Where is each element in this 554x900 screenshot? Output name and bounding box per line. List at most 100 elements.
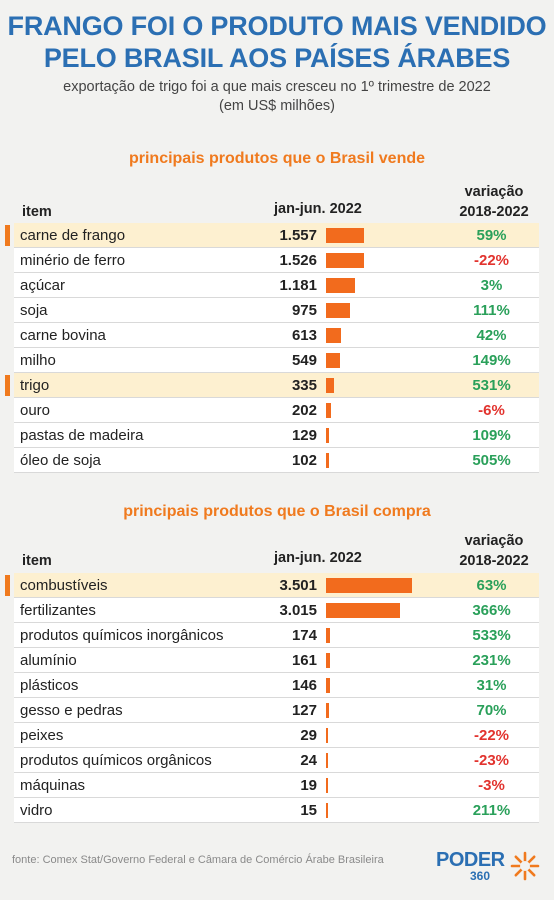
table-row: alumínio 161 231% [14,648,539,673]
row-item-label: máquinas [20,777,86,794]
row-value-label: 613 [291,327,317,344]
row-item-label: soja [20,302,48,319]
table-row: produtos químicos orgânicos 24 -23% [14,748,539,773]
row-variation-label: 31% [476,677,507,694]
table-row: milho 549 149% [14,348,539,373]
column-header-variation-line1: variação [464,533,524,549]
row-value-label: 146 [291,677,317,694]
row-value-label: 127 [291,702,317,719]
subtitle-line-1: exportação de trigo foi a que mais cresc… [63,79,491,95]
row-variation-label: 366% [472,602,511,619]
row-variation-label: 231% [472,652,511,669]
row-value-label: 335 [291,377,317,394]
value-bar [326,303,350,318]
page-title: FRANGO FOI O PRODUTO MAIS VENDIDO PELO B… [0,0,554,74]
table-row: ouro 202 -6% [14,398,539,423]
title-line-2: PELO BRASIL AOS PAÍSES ÁRABES [43,43,511,73]
row-item-label: gesso e pedras [20,702,123,719]
row-value-label: 29 [300,727,317,744]
value-bar [326,703,330,718]
value-bar [326,403,331,418]
row-item-label: plásticos [20,677,79,694]
subtitle: exportação de trigo foi a que mais cresc… [0,78,554,116]
column-header-value-buys: jan-jun. 2022 [274,550,362,566]
row-value-label: 3.501 [279,577,317,594]
table-row: óleo de soja 102 505% [14,448,539,473]
value-bar [326,453,329,468]
table-row: açúcar 1.181 3% [14,273,539,298]
row-variation-label: -6% [478,402,505,419]
logo-number: 360 [470,869,491,883]
title-line-1: FRANGO FOI O PRODUTO MAIS VENDIDO [7,11,547,41]
column-header-variation-sells: variação 2018-2022 [444,182,544,222]
row-variation-label: 111% [473,302,510,319]
column-header-value-sells: jan-jun. 2022 [274,201,362,217]
row-variation-label: 531% [472,377,511,394]
row-value-label: 24 [300,752,317,769]
value-bar [326,428,330,443]
table-row: combustíveis 3.501 63% [5,573,539,598]
column-header-item-buys: item [22,553,52,569]
row-variation-label: 59% [476,227,507,244]
table-row: vidro 15 211% [14,798,539,823]
row-value-label: 15 [300,802,317,819]
table-row: carne bovina 613 42% [14,323,539,348]
section-title-buys: principais produtos que o Brasil compra [123,503,431,520]
value-bar [326,653,330,668]
value-bar [326,578,412,593]
value-bar [326,628,331,643]
column-header-item-sells: item [22,204,52,220]
row-item-label: alumínio [20,652,77,669]
table-buys: combustíveis 3.501 63% fertilizantes 3.015 36… [5,573,539,823]
value-bar [326,753,328,768]
row-variation-label: 70% [476,702,507,719]
row-variation-label: 42% [476,327,507,344]
row-variation-label: 149% [472,352,511,369]
row-variation-label: -22% [473,727,510,744]
logo-word: PODER [436,849,505,871]
value-bar [326,278,355,293]
row-item-label: óleo de soja [20,452,101,469]
row-item-label: trigo [20,377,50,394]
table-sells: carne de frango 1.557 59% minério de ferro 1… [5,223,539,473]
row-item-label: minério de ferro [20,252,126,269]
table-row: carne de frango 1.557 59% [5,223,539,248]
row-item-label: milho [20,352,56,369]
row-item-label: vidro [20,802,53,819]
row-value-label: 19 [300,777,317,794]
value-bar [326,378,335,393]
poder360-logo: PODER 360 [436,849,546,889]
row-value-label: 202 [291,402,317,419]
table-row: fertilizantes 3.015 366% [14,598,539,623]
row-item-label: combustíveis [20,577,108,594]
column-header-variation-buys: variação 2018-2022 [444,531,544,571]
row-item-label: carne de frango [20,227,126,244]
row-item-label: peixes [20,727,64,744]
row-value-label: 1.557 [279,227,317,244]
row-value-label: 975 [291,302,317,319]
row-item-label: carne bovina [20,327,106,344]
row-value-label: 3.015 [279,602,317,619]
row-variation-label: -3% [478,777,505,794]
value-bar [326,678,330,693]
row-variation-label: 533% [472,627,511,644]
value-bar [326,328,342,343]
value-bar [326,728,328,743]
subtitle-line-2: (em US$ milhões) [218,98,336,114]
value-bar [326,353,340,368]
row-value-label: 549 [291,352,317,369]
table-row: soja 975 111% [14,298,539,323]
row-variation-label: 63% [476,577,507,594]
value-bar [326,228,365,243]
value-bar [326,778,328,793]
row-variation-label: 505% [472,452,511,469]
row-variation-label: 211% [472,802,511,819]
table-row: pastas de madeira 129 109% [14,423,539,448]
row-item-label: produtos químicos inorgânicos [20,627,224,644]
row-variation-label: 109% [472,427,511,444]
section-title-sells: principais produtos que o Brasil vende [128,150,426,167]
table-row: plásticos 146 31% [14,673,539,698]
row-value-label: 1.526 [279,252,317,269]
table-row: gesso e pedras 127 70% [14,698,539,723]
column-header-variation-line1: variação [464,184,524,200]
